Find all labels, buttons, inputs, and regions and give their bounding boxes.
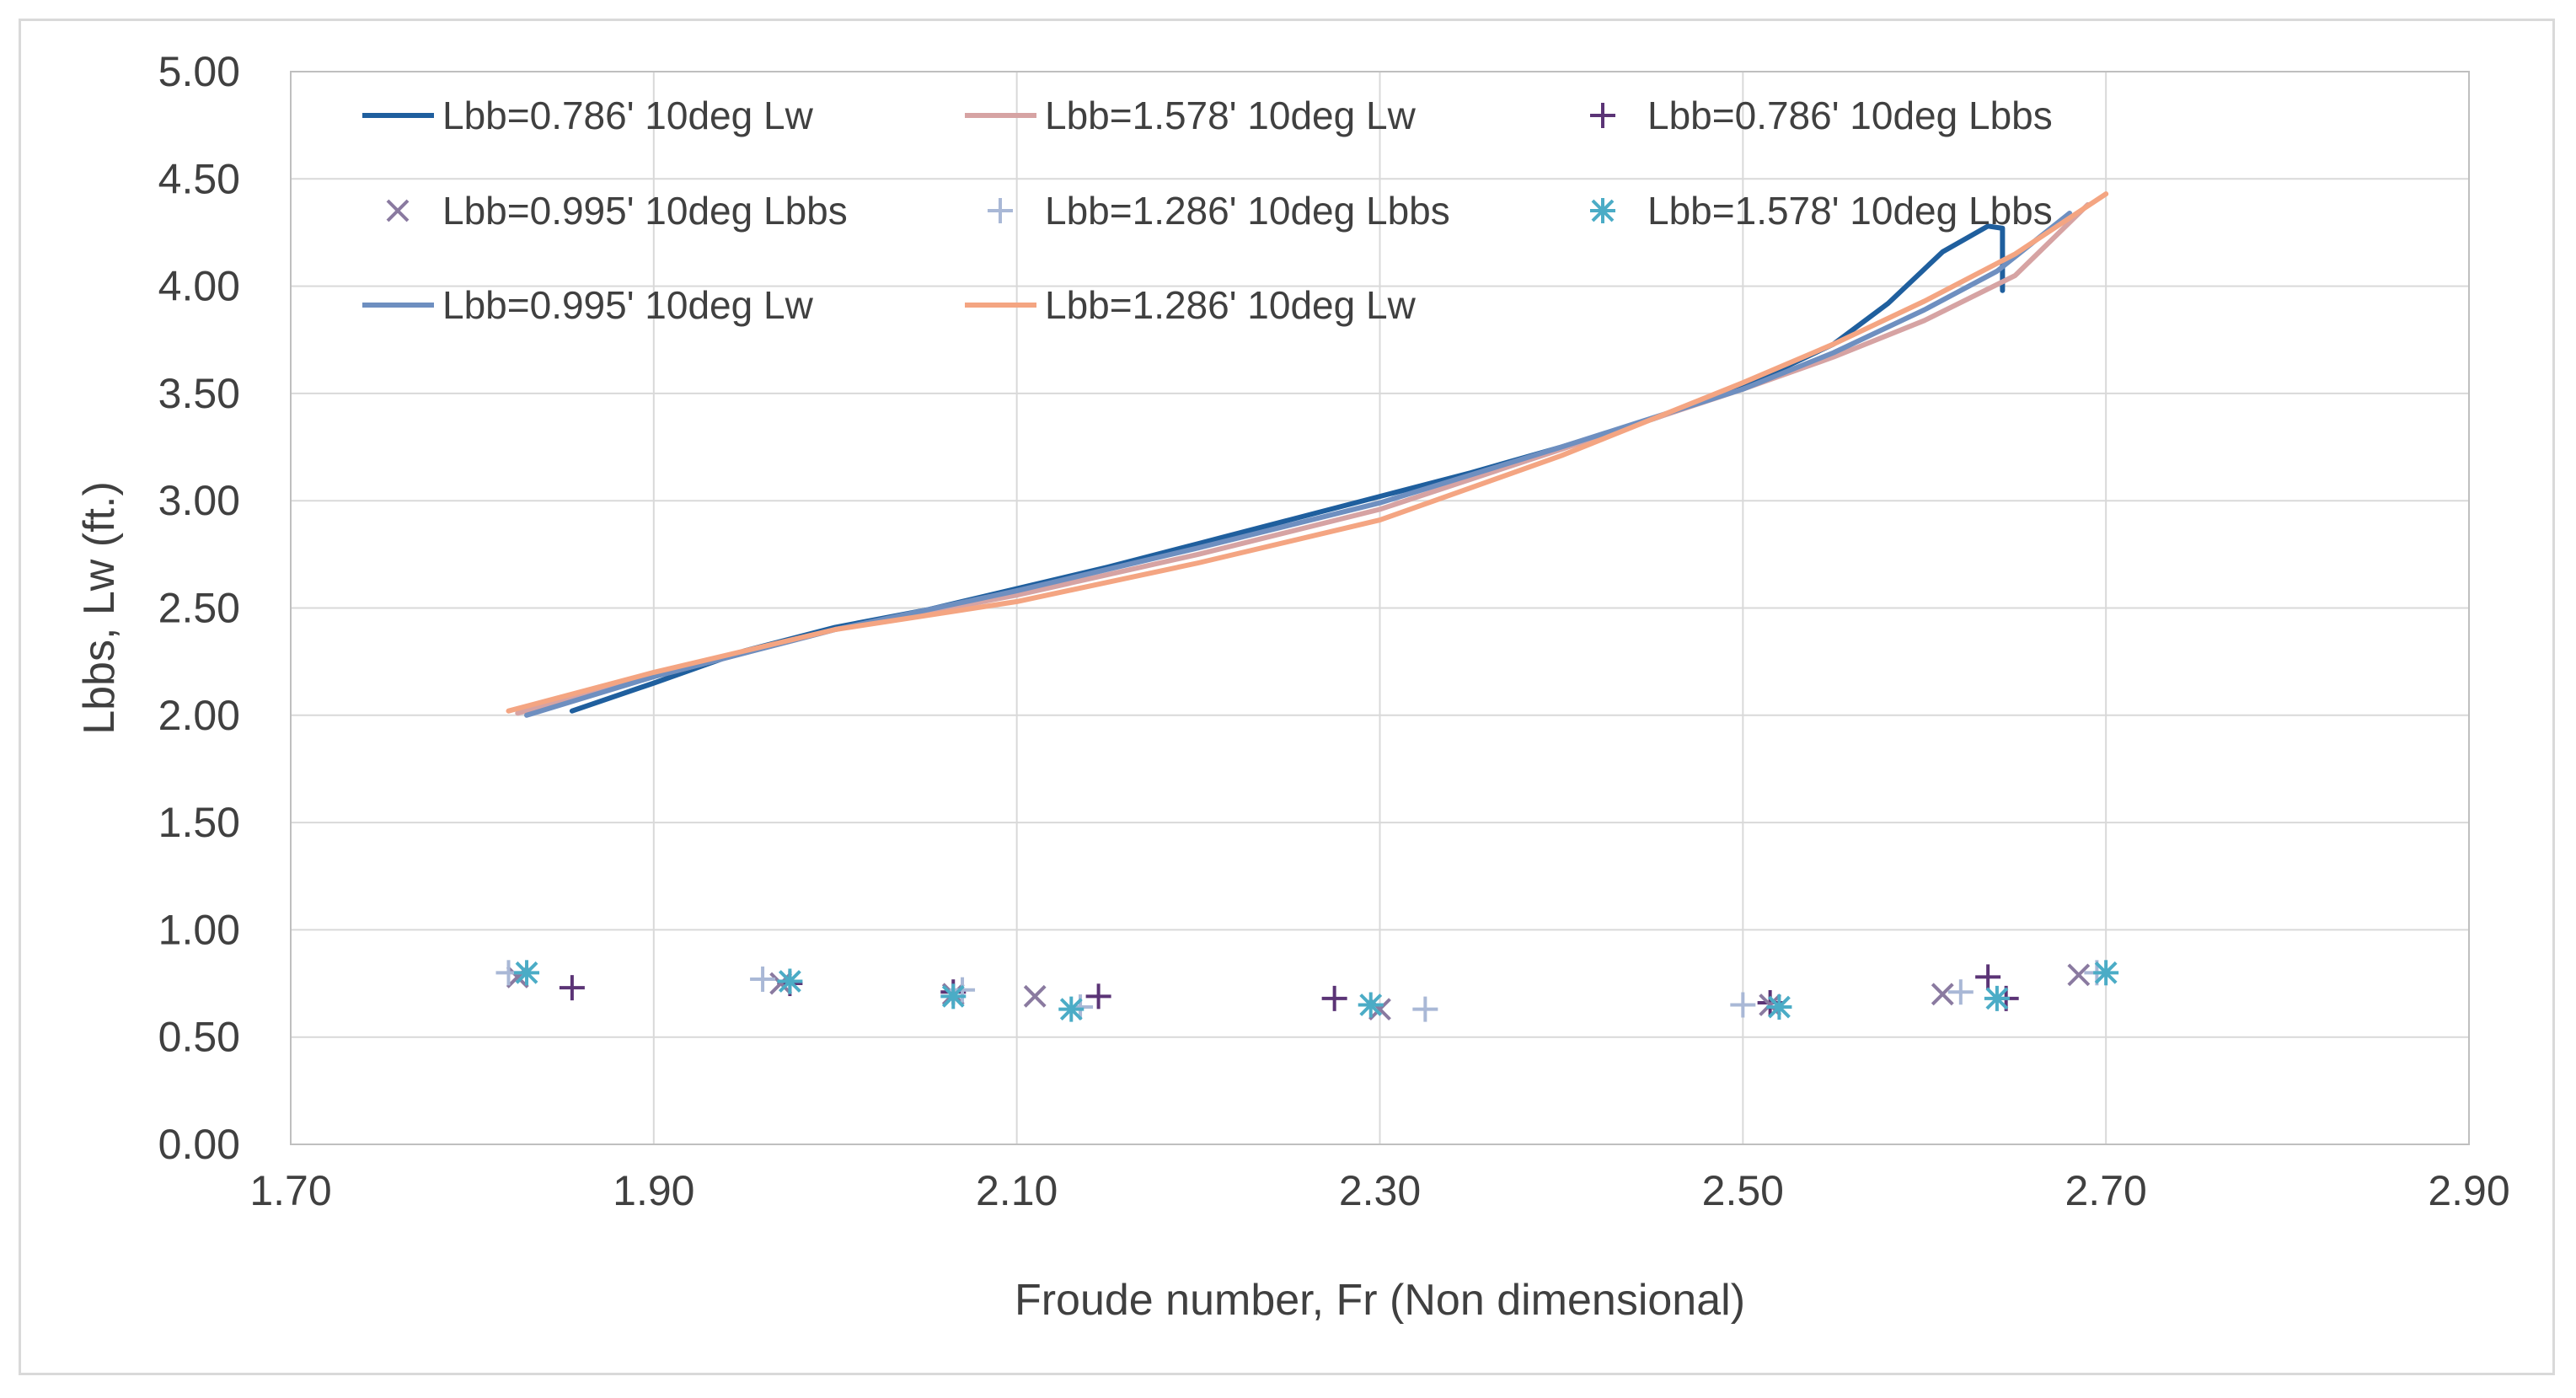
x-tick-label: 2.50 bbox=[1702, 1167, 1784, 1214]
y-tick-label: 0.00 bbox=[158, 1121, 240, 1168]
data-point bbox=[1947, 979, 1974, 1005]
series-7 bbox=[506, 191, 2109, 714]
series-4 bbox=[495, 960, 2110, 1022]
series-5 bbox=[514, 960, 2119, 1022]
y-tick-label: 2.00 bbox=[158, 692, 240, 739]
y-tick-label: 3.50 bbox=[158, 370, 240, 417]
data-point bbox=[1023, 984, 1047, 1008]
legend-label: Lbb=1.578' 10deg Lw bbox=[1045, 94, 1417, 137]
data-point bbox=[750, 966, 776, 992]
x-tick-label: 2.10 bbox=[976, 1167, 1058, 1214]
data-point bbox=[1058, 996, 1084, 1022]
data-point bbox=[1321, 985, 1347, 1011]
legend-swatch bbox=[1590, 103, 1615, 128]
plot-area bbox=[290, 71, 2470, 1145]
plot-border bbox=[290, 71, 2470, 1145]
series-line bbox=[506, 191, 2109, 714]
series-layer bbox=[495, 191, 2119, 1022]
y-tick-label: 1.00 bbox=[158, 906, 240, 953]
y-tick-label: 5.00 bbox=[158, 48, 240, 95]
x-tick-label: 1.70 bbox=[249, 1167, 331, 1214]
series-2 bbox=[559, 964, 2019, 1015]
legend-label: Lbb=0.786' 10deg Lw bbox=[442, 94, 814, 137]
legend-item: Lbb=0.786' 10deg Lw bbox=[362, 94, 814, 137]
y-tick-label: 2.50 bbox=[158, 585, 240, 632]
legend-swatch bbox=[1590, 198, 1615, 223]
data-point bbox=[1085, 983, 1111, 1010]
legend-item: Lbb=0.995' 10deg Lw bbox=[362, 283, 814, 327]
data-point bbox=[514, 960, 540, 986]
x-tick-label: 2.70 bbox=[2065, 1167, 2147, 1214]
x-axis-title: Froude number, Fr (Non dimensional) bbox=[1015, 1276, 1745, 1325]
x-tick-label: 1.90 bbox=[613, 1167, 694, 1214]
series-1 bbox=[515, 201, 2091, 716]
data-point bbox=[1766, 994, 1792, 1020]
y-tick-label: 4.00 bbox=[158, 263, 240, 310]
legend-item: Lbb=1.578' 10deg Lw bbox=[965, 94, 1417, 137]
y-axis: 0.00 0.50 1.00 1.50 2.00 2.50 3.00 3.50 4.00 4.50… bbox=[158, 48, 240, 1168]
data-point bbox=[940, 983, 967, 1010]
data-point bbox=[2067, 963, 2091, 987]
y-tick-label: 1.50 bbox=[158, 799, 240, 846]
legend-swatch bbox=[386, 199, 410, 222]
data-point bbox=[777, 968, 803, 994]
legend-item: Lbb=1.286' 10deg Lbbs bbox=[988, 189, 1450, 233]
legend-item: Lbb=0.786' 10deg Lbbs bbox=[1590, 94, 2053, 137]
legend-label: Lbb=1.286' 10deg Lw bbox=[1045, 283, 1417, 327]
legend-label: Lbb=0.786' 10deg Lbbs bbox=[1647, 94, 2053, 137]
y-tick-label: 4.50 bbox=[158, 155, 240, 202]
series-3 bbox=[506, 963, 2091, 1021]
series-line bbox=[515, 201, 2091, 716]
data-point bbox=[1730, 992, 1756, 1018]
data-point bbox=[1931, 983, 1954, 1006]
legend-item: Lbb=1.578' 10deg Lbbs bbox=[1590, 189, 2053, 233]
y-tick-label: 3.00 bbox=[158, 477, 240, 524]
y-axis-title: Lbbs, Lw (ft.) bbox=[75, 481, 124, 735]
data-point bbox=[1358, 992, 1384, 1018]
legend-label: Lbb=1.578' 10deg Lbbs bbox=[1647, 189, 2053, 233]
legend-item: Lbb=0.995' 10deg Lbbs bbox=[386, 189, 848, 233]
data-point bbox=[1975, 964, 2001, 990]
legend-label: Lbb=1.286' 10deg Lbbs bbox=[1045, 189, 1450, 233]
x-tick-label: 2.90 bbox=[2428, 1167, 2509, 1214]
legend: Lbb=0.786' 10deg Lw Lbb=1.578' 10deg Lw Lb… bbox=[362, 94, 2053, 327]
data-point bbox=[2093, 960, 2119, 986]
legend-label: Lbb=0.995' 10deg Lbbs bbox=[442, 189, 848, 233]
legend-swatch bbox=[988, 198, 1013, 223]
x-tick-label: 2.30 bbox=[1339, 1167, 1421, 1214]
data-point bbox=[559, 975, 585, 1001]
chart-frame bbox=[19, 19, 2555, 1375]
data-point bbox=[1412, 996, 1438, 1022]
x-axis: 1.70 1.90 2.10 2.30 2.50 2.70 2.90 bbox=[249, 1167, 2509, 1214]
y-tick-label: 0.50 bbox=[158, 1014, 240, 1061]
legend-item: Lbb=1.286' 10deg Lw bbox=[965, 283, 1417, 327]
legend-label: Lbb=0.995' 10deg Lw bbox=[442, 283, 814, 327]
data-point bbox=[1984, 985, 2010, 1011]
